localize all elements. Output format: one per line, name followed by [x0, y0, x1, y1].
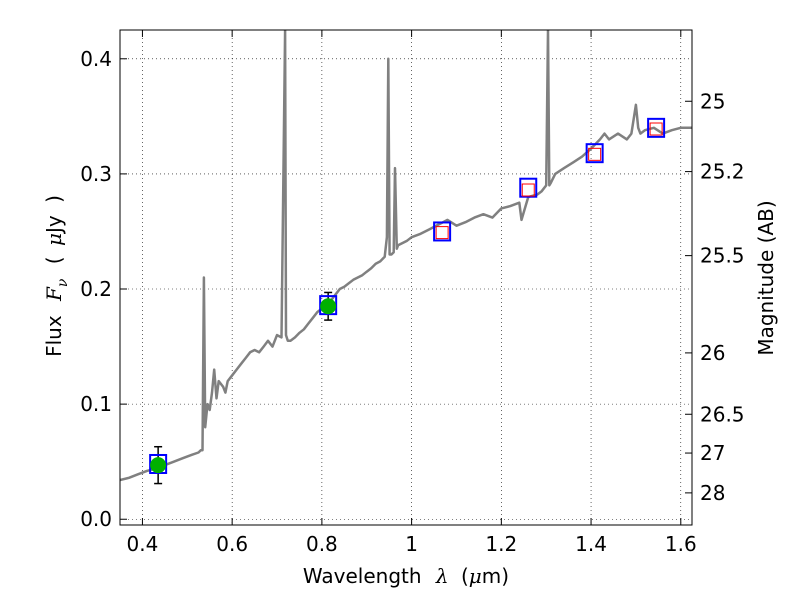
y-tick-label: 0.2 — [80, 277, 112, 301]
x-tick-label: 0.6 — [216, 532, 248, 556]
model-blue-square — [647, 117, 666, 138]
x-axis-label-unit-m: m — [482, 564, 501, 588]
model-blue-square — [433, 221, 452, 242]
x-tick-label: 1.2 — [485, 532, 517, 556]
y-tick-label: 0.0 — [80, 507, 112, 531]
x-tick-label: 1.4 — [575, 532, 607, 556]
x-tick-label: 1 — [405, 532, 418, 556]
y2-axis-label: Magnitude (AB) — [754, 200, 778, 355]
red-square — [435, 226, 449, 240]
photometry-green-point — [150, 457, 167, 474]
x-axis-label-unit-close: ) — [501, 564, 509, 588]
y-tick-label: 0.3 — [80, 162, 112, 186]
red-square — [588, 147, 602, 161]
y2-tick-label: 28 — [700, 481, 725, 505]
y2-tick-label: 25 — [700, 89, 725, 113]
x-axis-label-symbol: λ — [435, 564, 449, 588]
y-axis-label-unit-open: ( — [42, 256, 66, 264]
photometry-green-point — [320, 298, 337, 315]
red-square — [649, 122, 663, 136]
photometry-layer — [149, 117, 666, 485]
x-axis-label-unit-open: ( — [461, 564, 469, 588]
y-tick-label: 0.1 — [80, 392, 112, 416]
x-tick-label: 1.6 — [665, 532, 697, 556]
y2-tick-label: 25.2 — [700, 160, 745, 184]
model-blue-square — [519, 177, 538, 198]
spectrum-line — [120, 30, 692, 482]
y-axis-label-prefix: Flux — [42, 315, 66, 357]
plot-frame — [119, 29, 693, 526]
y-axis-label-unit-close: ) — [42, 195, 66, 203]
y2-tick-label: 26 — [700, 341, 725, 365]
x-tick-label: 0.8 — [306, 532, 338, 556]
model-blue-square — [585, 143, 604, 164]
grid-lines — [120, 30, 692, 525]
red-square — [521, 183, 535, 197]
spectrum-layer — [120, 30, 692, 482]
x-tick-label: 0.4 — [127, 532, 159, 556]
y-axis-label-unit-rest: Jy — [42, 215, 66, 235]
x-axis-label: Wavelength λ (μm) — [303, 564, 509, 588]
y-axis-label: Flux Fν ( μJy ) — [42, 195, 72, 357]
x-axis-label-prefix: Wavelength — [303, 564, 422, 588]
y-axis-label-sub: ν — [55, 278, 71, 287]
y2-tick-label: 25.5 — [700, 244, 745, 268]
y-tick-label: 0.4 — [80, 47, 112, 71]
y-axis-label-unit-mu: μ — [42, 233, 66, 246]
y-axis-label-symbol: F — [42, 286, 66, 302]
axis-ticks: 0.4 0.6 0.8 1 1.2 1.4 1.6 0.0 0.1 0.2 0.3 0.4 25 25.2… — [80, 30, 745, 556]
x-axis-label-unit-mu: μ — [469, 564, 482, 588]
y2-tick-label: 26.5 — [700, 402, 745, 426]
y2-tick-label: 27 — [700, 441, 725, 465]
